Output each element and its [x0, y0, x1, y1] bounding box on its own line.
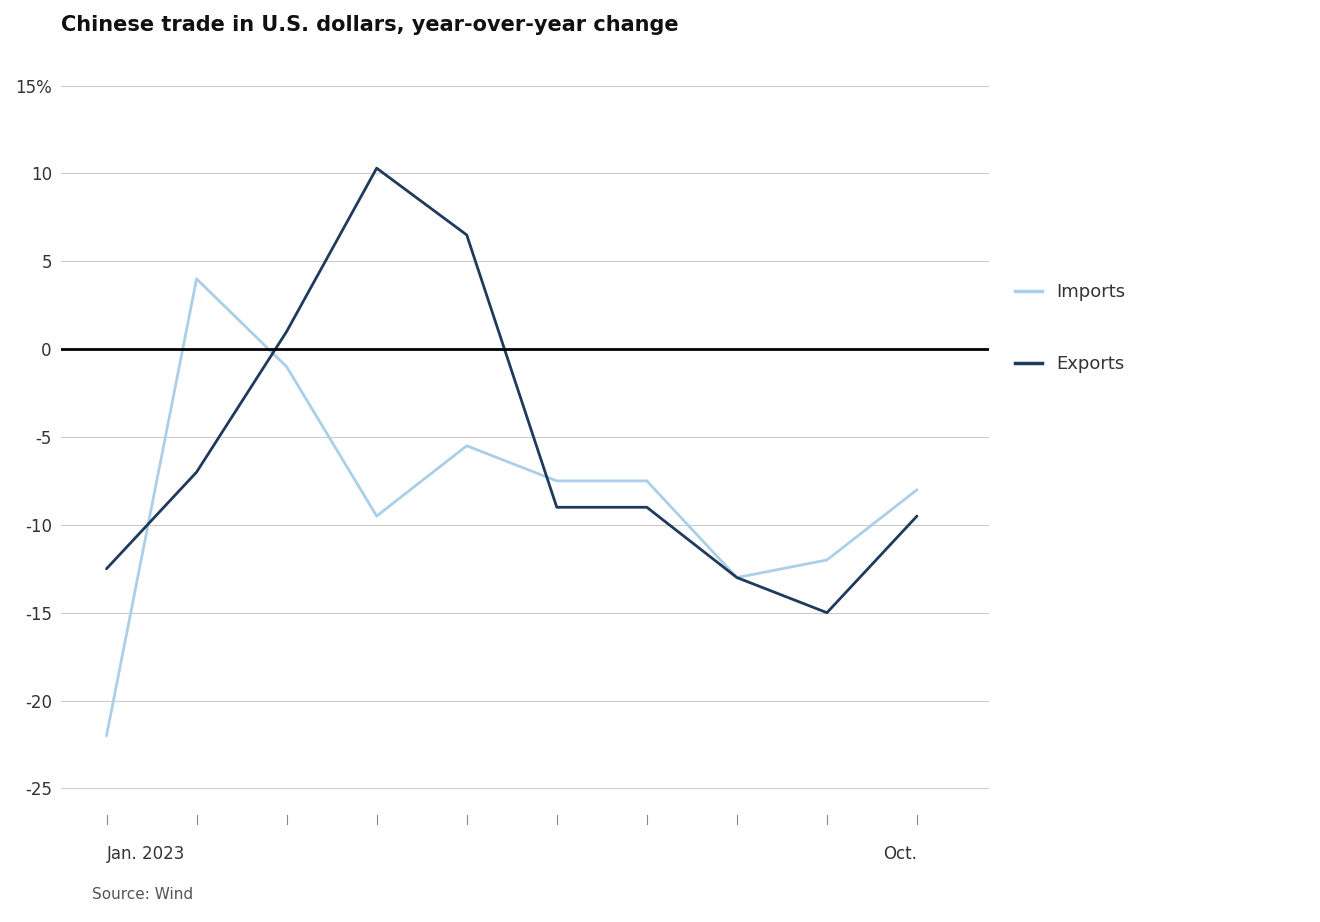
- Legend: Imports, Exports: Imports, Exports: [1007, 276, 1133, 381]
- Text: Chinese trade in U.S. dollars, year-over-year change: Chinese trade in U.S. dollars, year-over…: [62, 15, 678, 35]
- Text: Source: Wind: Source: Wind: [92, 887, 194, 902]
- Text: Oct.: Oct.: [883, 845, 917, 863]
- Text: Jan. 2023: Jan. 2023: [107, 845, 185, 863]
